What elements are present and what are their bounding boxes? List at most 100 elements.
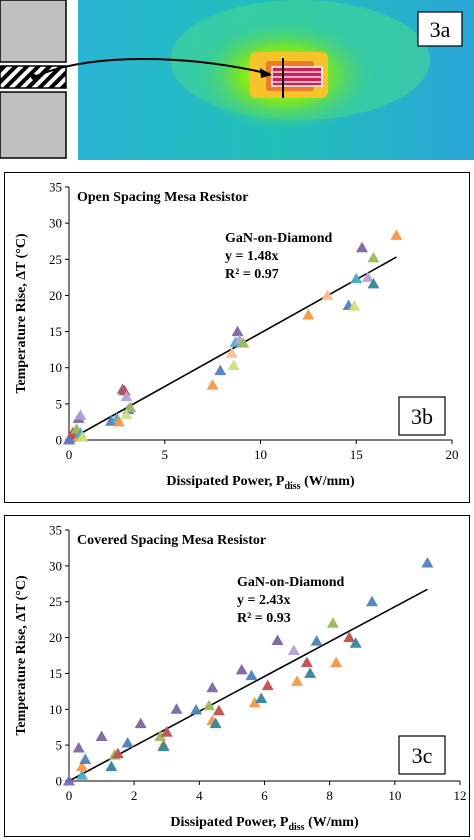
y-tick-label: 0 (56, 433, 63, 448)
x-tick-label: 15 (350, 447, 363, 462)
data-point-triangle (367, 277, 380, 289)
data-point-triangle (348, 300, 361, 311)
x-tick-label: 10 (388, 788, 401, 803)
data-point-triangle (255, 692, 268, 704)
fit-annotation-line: y = 2.43x (237, 593, 290, 608)
data-point-triangle (343, 631, 356, 643)
data-point-triangle (225, 347, 238, 358)
data-point-triangle (350, 272, 363, 284)
y-tick-label: 10 (49, 702, 62, 717)
device-pad-top (0, 0, 67, 63)
thermal-image-figure: 3a (0, 0, 474, 160)
y-axis-title: Temperature Rise, ΔT (°C) (14, 575, 29, 736)
data-point-triangle (237, 337, 250, 348)
data-point-triangle (361, 271, 374, 282)
y-tick-label: 30 (49, 216, 62, 231)
data-point-triangle (271, 634, 284, 645)
data-point-triangle (349, 637, 362, 648)
data-point-triangle (302, 308, 315, 320)
y-tick-label: 10 (49, 360, 62, 375)
x-tick-label: 6 (261, 788, 268, 803)
x-tick-label: 0 (66, 447, 73, 462)
data-point-triangle (227, 359, 240, 371)
data-point-triangle (170, 703, 183, 714)
x-axis-title-subscript: diss (288, 822, 304, 833)
panel-label-box (398, 735, 446, 775)
fit-annotation-line: R² = 0.93 (237, 611, 291, 626)
data-point-triangle (63, 775, 75, 786)
trendline (68, 256, 397, 441)
data-point-triangle (330, 656, 343, 668)
panel-a-label: 3a (430, 17, 451, 42)
x-tick-label: 4 (196, 788, 203, 803)
data-point-triangle (76, 431, 89, 442)
data-point-triangle (111, 747, 124, 759)
data-point-triangle (95, 730, 108, 742)
data-point-triangle (120, 408, 133, 420)
fit-annotation-line: GaN-on-Diamond (225, 231, 333, 246)
data-point-triangle (287, 644, 300, 655)
y-tick-label: 35 (49, 523, 62, 538)
x-tick-label: 0 (66, 788, 73, 803)
data-point-triangle (355, 241, 368, 253)
data-point-triangle (112, 415, 125, 427)
data-point-triangle (300, 656, 313, 668)
data-point-triangle (209, 717, 222, 729)
data-point-triangle (421, 556, 434, 568)
data-point-triangle (160, 726, 173, 737)
chart-title: Open Spacing Mesa Resistor (77, 190, 249, 205)
data-point-triangle (212, 704, 225, 716)
data-point-triangle (366, 595, 379, 607)
data-point-triangle (190, 704, 203, 715)
x-tick-label: 5 (162, 447, 169, 462)
y-tick-label: 0 (56, 774, 63, 789)
x-tick-label: 12 (454, 788, 467, 803)
data-point-triangle (390, 229, 403, 240)
x-tick-label: 20 (446, 447, 459, 462)
data-point-triangle (310, 635, 323, 646)
device-pad-bottom (0, 91, 67, 159)
chart-open-spacing: Open Spacing Mesa Resistor 0 5 10 15 20 0 5 10 15… (4, 172, 470, 503)
fit-annotation-line: GaN-on-Diamond (237, 575, 345, 590)
x-tick-label: 8 (326, 788, 333, 803)
fit-annotation-line: y = 1.48x (225, 249, 278, 264)
x-axis-title-subscript: diss (284, 481, 300, 492)
panel-label: 3c (412, 743, 433, 768)
data-point-triangle (203, 699, 216, 711)
y-tick-label: 25 (49, 594, 62, 609)
data-point-triangle (124, 401, 137, 412)
data-point-triangle (291, 675, 304, 686)
data-point-triangle (120, 390, 133, 402)
trendline (68, 588, 428, 782)
data-point-triangle (157, 740, 170, 752)
x-tick-label: 2 (131, 788, 138, 803)
y-tick-label: 30 (49, 558, 62, 573)
data-point-triangle (321, 289, 334, 300)
x-axis-title-unit: (W/mm) (305, 815, 359, 830)
y-tick-label: 25 (49, 252, 62, 267)
y-tick-label: 20 (49, 630, 62, 645)
data-point-triangle (121, 736, 134, 748)
chart-covered-spacing: Covered Spacing Mesa Resistor 0 2 4 6 8 10 12 0 5… (4, 515, 470, 837)
chart-title: Covered Spacing Mesa Resistor (77, 533, 266, 548)
data-point-triangle (134, 717, 147, 729)
data-point-triangle (76, 769, 89, 780)
y-tick-label: 5 (56, 738, 63, 753)
data-point-triangle (206, 681, 219, 693)
x-axis-title-unit: (W/mm) (301, 474, 355, 489)
panel-label: 3b (411, 404, 433, 429)
y-tick-label: 15 (49, 666, 62, 681)
data-point-triangle (72, 742, 85, 753)
data-point-triangle (231, 325, 244, 337)
y-axis-title: Temperature Rise, ΔT (°C) (14, 233, 29, 394)
y-tick-label: 5 (56, 396, 63, 411)
y-tick-label: 15 (49, 324, 62, 339)
chart-covered-spacing-svg: Covered Spacing Mesa Resistor 0 2 4 6 8 10 12 0 5… (14, 523, 467, 834)
data-point-triangle (74, 409, 87, 420)
data-point-triangle (235, 663, 248, 675)
y-tick-label: 20 (49, 288, 62, 303)
x-axis-title-main: Dissipated Power, P (166, 474, 285, 489)
x-axis-title: Dissipated Power, Pdiss (W/mm) (170, 815, 359, 833)
data-point-triangle (76, 760, 89, 772)
data-point-triangle (154, 730, 167, 742)
